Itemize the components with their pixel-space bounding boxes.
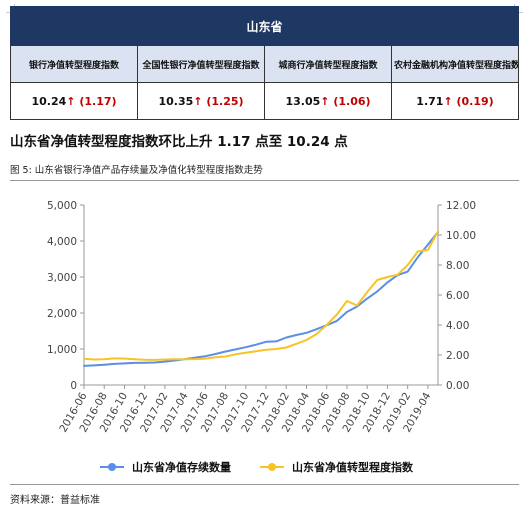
left-axis-tick-label: 2,000	[47, 308, 77, 320]
right-axis-tick-label: 4.00	[446, 320, 469, 332]
table-title: 山东省	[10, 6, 519, 46]
index-value: 13.05	[285, 94, 321, 108]
series-line-1	[83, 231, 439, 367]
index-cell: 1.71↑ (0.19)	[391, 82, 519, 120]
up-arrow-icon: ↑	[320, 94, 330, 108]
index-change: (0.19)	[456, 94, 494, 108]
legend-marker-2	[268, 463, 276, 471]
right-axis-tick-label: 8.00	[446, 260, 469, 272]
section-heading: 山东省净值转型程度指数环比上升 1.17 点至 10.24 点	[10, 134, 348, 150]
index-change: (1.25)	[206, 94, 244, 108]
right-axis-tick-label: 0.00	[446, 380, 469, 392]
index-cell: 10.24↑ (1.17)	[10, 82, 138, 120]
source-note: 资料来源：普益标准	[10, 495, 100, 506]
left-axis-tick-label: 5,000	[47, 200, 77, 212]
legend-label-1: 山东省净值存续数量	[132, 460, 231, 474]
left-axis-tick-label: 4,000	[47, 236, 77, 248]
up-arrow-icon: ↑	[66, 94, 76, 108]
line-chart: 0 1,000 2,000 3,000 4,000 5,000 0.00 2.00 4.00 6.…	[47, 200, 476, 474]
index-value: 10.35	[158, 94, 194, 108]
left-axis-tick-label: 0	[70, 380, 77, 392]
left-axis-tick-label: 3,000	[47, 272, 77, 284]
index-change: (1.17)	[79, 94, 117, 108]
source-divider	[10, 484, 519, 485]
index-cell: 10.35↑ (1.25)	[137, 82, 265, 120]
right-axis-tick-label: 12.00	[446, 200, 476, 212]
caption-divider	[10, 180, 519, 181]
up-arrow-icon: ↑	[193, 94, 203, 108]
index-cell: 13.05↑ (1.06)	[264, 82, 392, 120]
index-value: 1.71	[416, 94, 444, 108]
column-header: 银行净值转型程度指数	[10, 45, 138, 83]
right-axis-tick-label: 6.00	[446, 290, 469, 302]
column-header: 农村金融机构净值转型程度指数	[391, 45, 519, 83]
index-table: 山东省 银行净值转型程度指数 全国性银行净值转型程度指数 城商行净值转型程度指数…	[10, 6, 519, 120]
legend-marker-1	[108, 463, 116, 471]
up-arrow-icon: ↑	[443, 94, 453, 108]
legend-label-2: 山东省净值转型程度指数	[292, 460, 414, 474]
left-axis-tick-label: 1,000	[47, 344, 77, 356]
right-axis-tick-label: 2.00	[446, 350, 469, 362]
column-header: 城商行净值转型程度指数	[264, 45, 392, 83]
index-value: 10.24	[31, 94, 67, 108]
figure-caption: 图 5: 山东省银行净值产品存续量及净值化转型程度指数走势	[10, 165, 263, 176]
right-axis-tick-label: 10.00	[446, 230, 476, 242]
column-header: 全国性银行净值转型程度指数	[137, 45, 265, 83]
index-change: (1.06)	[333, 94, 371, 108]
series-line-2	[83, 230, 439, 361]
